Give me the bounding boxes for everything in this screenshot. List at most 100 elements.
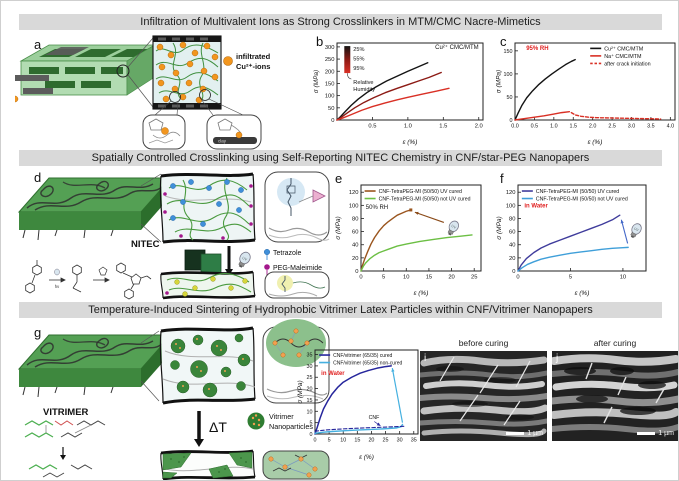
vitrimer-particle-inset	[262, 319, 330, 404]
svg-text:CNF-TetraPEG-MI (50/50) not UV: CNF-TetraPEG-MI (50/50) not UV cured	[379, 197, 471, 203]
nitec-label: NITEC	[131, 239, 160, 250]
svg-text:σ (MPa): σ (MPa)	[313, 70, 320, 93]
peg-maleimide-icon	[264, 264, 270, 270]
svg-text:0: 0	[512, 269, 515, 275]
nanopaper-block-illustration	[17, 330, 173, 402]
svg-text:0.5: 0.5	[531, 124, 539, 130]
svg-text:σ (MPa): σ (MPa)	[297, 380, 304, 403]
svg-text:after crack initiation: after crack initiation	[604, 61, 650, 67]
svg-text:95%: 95%	[353, 66, 364, 72]
panel-a-schematic: infiltrated Cu²⁺-ions clay	[15, 35, 271, 150]
chart-c-plot: 0.0 0.5 1.0 1.5 2.0 2.5 3.0 3.5 4.0 0 50 100 150 ε (%…	[496, 42, 676, 146]
svg-text:ε (%): ε (%)	[588, 139, 603, 146]
section-title-2: Spatially Controlled Crosslinking using …	[19, 150, 662, 166]
panel-label-f: f	[500, 171, 504, 186]
svg-text:150: 150	[325, 81, 335, 87]
vitrimer-nanoparticle-legend: Vitrimer Nanoparticles	[247, 412, 313, 431]
uv-curing-step: UV	[184, 246, 251, 276]
svg-text:2.5: 2.5	[608, 124, 616, 130]
panel-c-chart: 0.0 0.5 1.0 1.5 2.0 2.5 3.0 3.5 4.0 0 50 100 150 ε (%…	[495, 32, 678, 146]
delta-t-label: ΔT	[209, 419, 227, 435]
svg-text:CNF/vitrimer (65/35) cured: CNF/vitrimer (65/35) cured	[333, 353, 392, 359]
hv-label: hν	[55, 284, 59, 289]
clay-platelet	[213, 137, 257, 144]
svg-text:300: 300	[325, 45, 335, 51]
svg-text:10: 10	[307, 409, 313, 415]
svg-text:σ (MPa): σ (MPa)	[496, 70, 503, 93]
svg-text:15: 15	[426, 275, 432, 281]
svg-text:CNF-TetraPEG-MI (50/50) UV cur: CNF-TetraPEG-MI (50/50) UV cured	[536, 189, 619, 195]
delta-t-step: ΔT	[194, 411, 227, 447]
svg-text:200: 200	[325, 69, 335, 75]
svg-text:30: 30	[397, 438, 403, 444]
svg-text:20: 20	[448, 275, 454, 281]
svg-text:0: 0	[355, 269, 358, 275]
svg-text:0.0: 0.0	[511, 124, 519, 130]
svg-text:60: 60	[509, 230, 515, 236]
svg-text:Cu²⁺ CMC/MTM: Cu²⁺ CMC/MTM	[435, 44, 479, 51]
svg-text:2.0: 2.0	[475, 124, 483, 130]
panel-b-chart: 0.5 1.0 1.5 2.0 0 50 100 150 200 250 300 ε (%) σ (MP…	[311, 32, 489, 146]
cu-legend-line1: infiltrated	[236, 52, 271, 61]
svg-text:10: 10	[620, 275, 626, 281]
vitrimer-chemistry-scheme	[24, 420, 106, 478]
svg-text:ε (%): ε (%)	[359, 454, 374, 461]
svg-text:15: 15	[307, 398, 313, 404]
svg-text:ε (%): ε (%)	[403, 139, 418, 146]
svg-text:0: 0	[516, 275, 519, 281]
svg-text:in Water: in Water	[321, 371, 345, 377]
svg-text:σ (MPa): σ (MPa)	[496, 216, 503, 239]
sem-image-before: i 1 µm	[420, 351, 547, 441]
section-title-3: Temperature-Induced Sintering of Hydroph…	[19, 302, 662, 318]
panel-d-schematic: UV Tetrazole PEG-Maleimide NITEC	[17, 171, 330, 300]
panel-label-i: i	[424, 353, 427, 364]
svg-text:CNF-TetraPEG-MI (50/50) UV cur: CNF-TetraPEG-MI (50/50) UV cured	[379, 189, 462, 195]
chart-b-plot: 0.5 1.0 1.5 2.0 0 50 100 150 200 250 300 ε (%) σ (MP…	[313, 42, 484, 146]
svg-text:1.5: 1.5	[570, 124, 578, 130]
svg-text:30: 30	[307, 364, 313, 370]
svg-text:95% RH: 95% RH	[526, 46, 548, 52]
svg-text:σ (MPa): σ (MPa)	[335, 216, 342, 239]
svg-text:150: 150	[504, 49, 513, 55]
nanopaper-block-illustration	[17, 173, 173, 243]
uv-lamp-label: UV	[241, 256, 248, 262]
svg-text:1.0: 1.0	[550, 124, 558, 130]
svg-text:0: 0	[510, 118, 513, 124]
svg-text:5: 5	[310, 421, 313, 427]
sintered-inset	[262, 450, 330, 480]
svg-text:ε (%): ε (%)	[414, 290, 429, 297]
panel-label-d: d	[34, 170, 42, 185]
nacre-block-illustration	[15, 37, 157, 108]
section-title-1: Infiltration of Multivalent Ions as Stro…	[19, 14, 662, 30]
svg-text:50: 50	[507, 95, 513, 101]
sem-texture-before	[420, 351, 547, 441]
svg-text:Cu²⁺ CMC/MTM: Cu²⁺ CMC/MTM	[604, 46, 644, 52]
svg-text:5: 5	[328, 438, 331, 444]
clay-label: clay	[218, 139, 227, 144]
vitrimer-label: VITRIMER	[43, 407, 89, 418]
svg-text:0: 0	[314, 438, 317, 444]
svg-text:25%: 25%	[353, 47, 364, 53]
latex-particle-network	[159, 326, 256, 405]
svg-text:20: 20	[368, 438, 374, 444]
svg-text:10: 10	[340, 438, 346, 444]
svg-text:80: 80	[352, 216, 358, 222]
chart-h-plot: 0 5 10 15 20 25 30 35 0 5 10 15 20 25 30 35 ε (%) σ (MPa)…	[297, 349, 419, 461]
svg-text:40: 40	[352, 243, 358, 249]
panel-e-chart: 0 5 10 15 20 25 0 20 40 60 80 100 120 ε (%) σ (MPa) CNF…	[333, 171, 489, 297]
svg-text:1.0: 1.0	[404, 124, 412, 130]
panel-label-j: j	[556, 353, 559, 364]
vitrimer-nanoparticle-icon	[247, 412, 265, 430]
svg-text:CNF: CNF	[369, 415, 380, 421]
tetrazole-label: Tetrazole	[273, 250, 302, 257]
svg-text:100: 100	[504, 72, 513, 78]
scalebar-line	[506, 432, 525, 435]
svg-text:25: 25	[383, 438, 389, 444]
cu-ion-legend: infiltrated Cu²⁺-ions	[223, 52, 271, 71]
svg-text:20: 20	[307, 387, 313, 393]
infiltration-inset	[15, 35, 244, 116]
svg-text:120: 120	[349, 190, 359, 196]
panel-h-chart: 0 5 10 15 20 25 30 35 0 5 10 15 20 25 30 35 ε (%) σ (MPa)…	[297, 334, 425, 461]
